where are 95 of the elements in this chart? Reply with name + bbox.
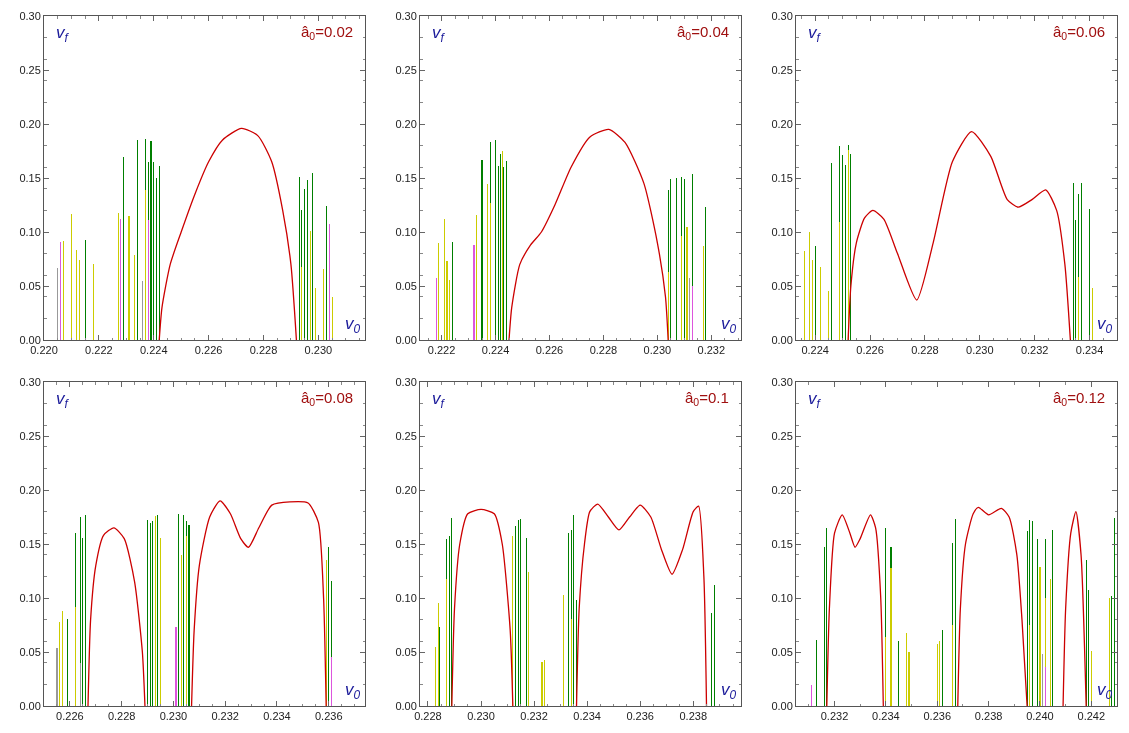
y-tick-label: 0.15 [19, 537, 41, 550]
y-tick-label: 0.05 [395, 645, 417, 658]
y-tick-label: 0.20 [395, 117, 417, 130]
x-tick-label: 0.230 [643, 344, 672, 357]
y-tick-label: 0.20 [771, 117, 793, 130]
x-tick-label: 0.228 [249, 344, 278, 357]
y-tick-label: 0.20 [395, 483, 417, 496]
y-axis-title: v$_{f}$ [56, 389, 70, 411]
x-tick-label: 0.238 [679, 710, 708, 723]
x-tick-label: 0.226 [194, 344, 223, 357]
x-tick-label: 0.232 [520, 710, 548, 723]
x-tick-label: 0.226 [856, 344, 884, 357]
y-tick-label: 0.25 [395, 63, 417, 76]
x-tick-label: 0.232 [820, 710, 849, 723]
y-tick-label: 0.05 [771, 645, 793, 658]
y-tick-label: 0.00 [395, 699, 417, 712]
x-tick-label: 0.234 [573, 710, 601, 723]
y-tick-label: 0.15 [395, 171, 417, 184]
x-tick-label: 0.230 [304, 344, 333, 357]
x-tick-label: 0.226 [56, 710, 84, 723]
x-tick-label: 0.230 [966, 344, 994, 357]
x-axis-title: v$_{0}$ [345, 314, 361, 336]
y-tick-label: 0.30 [19, 9, 41, 22]
y-tick-label: 0.00 [771, 699, 793, 712]
y-axis-title: v$_{f}$ [56, 23, 70, 45]
x-tick-label: 0.228 [911, 344, 939, 357]
y-tick-label: 0.20 [19, 117, 41, 130]
x-tick-label: 0.222 [85, 344, 113, 357]
y-tick-label: 0.25 [771, 429, 793, 442]
x-tick-label: 0.240 [1026, 710, 1054, 723]
y-tick-label: 0.00 [395, 333, 417, 346]
y-tick-label: 0.30 [395, 9, 417, 22]
y-tick-label: 0.10 [771, 225, 793, 238]
x-tick-label: 0.224 [481, 344, 510, 357]
text: â$_{0}$=0.08 [301, 389, 354, 409]
y-tick-label: 0.25 [19, 63, 41, 76]
x-tick-label: 0.236 [923, 710, 952, 723]
text: â$_{0}$=0.12 [1053, 389, 1106, 409]
y-tick-label: 0.15 [19, 171, 41, 184]
y-tick-label: 0.30 [19, 375, 41, 388]
x-tick-label: 0.228 [589, 344, 618, 357]
x-tick-label: 0.236 [626, 710, 654, 723]
x-tick-label: 0.234 [263, 710, 291, 723]
x-axis-title: v$_{0}$ [721, 314, 737, 336]
x-tick-label: 0.224 [139, 344, 168, 357]
y-tick-label: 0.10 [771, 591, 793, 604]
x-tick-label: 0.232 [211, 710, 239, 723]
x-axis-title: v$_{0}$ [1097, 314, 1113, 336]
y-tick-label: 0.00 [19, 333, 41, 346]
y-tick-label: 0.00 [19, 699, 41, 712]
x-tick-label: 0.238 [974, 710, 1003, 723]
y-tick-label: 0.10 [395, 225, 417, 238]
x-tick-label: 0.222 [427, 344, 456, 357]
x-tick-label: 0.234 [1075, 344, 1104, 357]
x-tick-label: 0.226 [535, 344, 564, 357]
y-tick-label: 0.20 [19, 483, 41, 496]
x-tick-label: 0.242 [1077, 710, 1106, 723]
x-axis-title: v$_{0}$ [721, 680, 737, 702]
y-tick-label: 0.15 [395, 537, 417, 550]
x-tick-label: 0.230 [467, 710, 495, 723]
y-axis-title: v$_{f}$ [432, 23, 446, 45]
y-tick-label: 0.30 [771, 9, 793, 22]
y-tick-label: 0.00 [771, 333, 793, 346]
y-tick-label: 0.25 [771, 63, 793, 76]
y-axis-title: v$_{f}$ [808, 23, 822, 45]
y-tick-label: 0.30 [771, 375, 793, 388]
x-tick-label: 0.220 [30, 344, 58, 357]
y-tick-label: 0.10 [395, 591, 417, 604]
x-tick-label: 0.232 [697, 344, 726, 357]
y-tick-label: 0.05 [395, 279, 417, 292]
y-tick-label: 0.30 [395, 375, 417, 388]
x-tick-label: 0.224 [801, 344, 829, 357]
y-tick-label: 0.10 [19, 591, 41, 604]
x-tick-label: 0.236 [314, 710, 343, 723]
y-axis-title: v$_{f}$ [808, 389, 822, 411]
text: â$_{0}$=0.06 [1053, 23, 1106, 43]
text: â$_{0}$=0.02 [301, 23, 354, 43]
text: â$_{0}$=0.1 [685, 389, 729, 409]
y-tick-label: 0.25 [395, 429, 417, 442]
x-tick-label: 0.228 [107, 710, 136, 723]
x-tick-label: 0.232 [1020, 344, 1049, 357]
text: â$_{0}$=0.04 [677, 23, 730, 43]
y-tick-label: 0.05 [19, 279, 41, 292]
y-tick-label: 0.20 [771, 483, 793, 496]
x-tick-label: 0.234 [872, 710, 900, 723]
y-tick-label: 0.25 [19, 429, 41, 442]
y-tick-label: 0.15 [771, 171, 793, 184]
y-tick-label: 0.10 [19, 225, 41, 238]
x-axis-title: v$_{0}$ [345, 680, 361, 702]
y-tick-label: 0.15 [771, 537, 793, 550]
y-tick-label: 0.05 [771, 279, 793, 292]
y-axis-title: v$_{f}$ [432, 389, 446, 411]
x-tick-label: 0.230 [159, 710, 188, 723]
y-tick-label: 0.05 [19, 645, 41, 658]
x-tick-label: 0.228 [414, 710, 442, 723]
